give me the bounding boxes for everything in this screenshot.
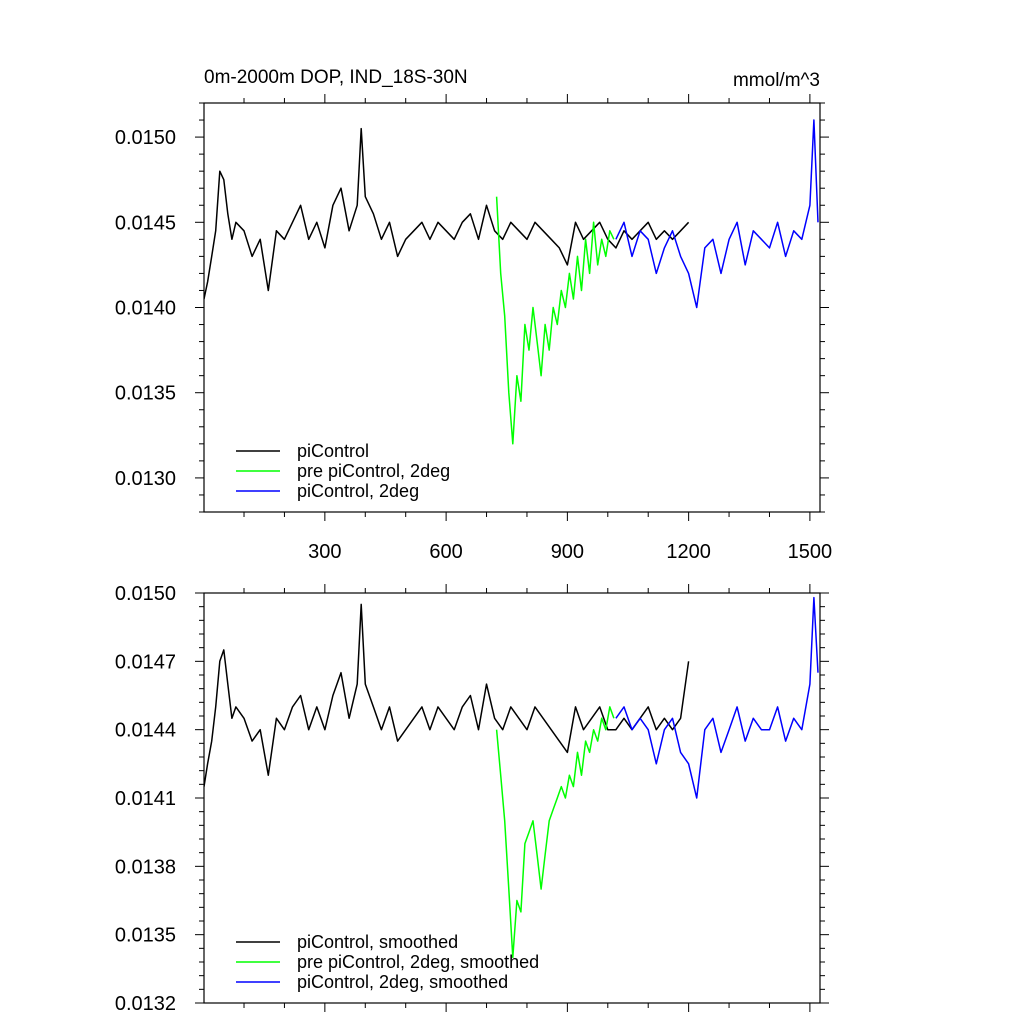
series-line [615,596,819,799]
x-tick-label: 600 [429,541,462,563]
legend-entry: piControl, smoothed [297,932,458,952]
panel-top: 0m-2000m DOP, IND_18S-30N mmol/m^3 300 60… [115,67,832,563]
legend-entry: pre piControl, 2deg, smoothed [297,952,539,972]
plot-area-top: 300 600 900 1200 1500 0.0130 0.0135 0.0140 0.014… [115,94,832,563]
y-tick-label: 0.0144 [115,720,176,742]
panel-bottom: 0.0132 0.0135 0.0138 0.0141 0.0144 0.0147 0.01… [115,583,829,1015]
series-line [204,603,690,787]
legend-entry: piControl, 2deg [297,481,419,501]
x-tick-label: 300 [308,541,341,563]
y-tick-label: 0.0147 [115,651,176,673]
units-label: mmol/m^3 [733,70,820,91]
x-tick-label: 1200 [666,541,711,563]
series-line [204,127,690,300]
y-tick-label: 0.0140 [115,298,176,320]
y-tick-label: 0.0141 [115,788,176,810]
series-group [204,596,819,959]
y-tick-label: 0.0135 [115,925,176,947]
legend-entry: pre piControl, 2deg [297,461,450,481]
y-tick-label: 0.0150 [115,127,176,149]
y-tick-label: 0.0145 [115,212,176,234]
series-line [615,119,819,309]
series-line [495,706,615,959]
y-tick-label: 0.0138 [115,856,176,878]
plot-area-bottom: 0.0132 0.0135 0.0138 0.0141 0.0144 0.0147 0.01… [115,583,829,1015]
y-tick-label: 0.0132 [115,993,176,1015]
series-group [204,119,819,445]
y-tick-label: 0.0130 [115,468,176,490]
series-line [495,196,615,445]
x-tick-label: 900 [551,541,584,563]
legend-entry: piControl, 2deg, smoothed [297,972,508,992]
x-tick-label: 1500 [788,541,833,563]
legend-entry: piControl [297,441,369,461]
y-tick-label: 0.0135 [115,383,176,405]
chart-title: 0m-2000m DOP, IND_18S-30N [204,67,468,88]
y-tick-label: 0.0150 [115,583,176,605]
